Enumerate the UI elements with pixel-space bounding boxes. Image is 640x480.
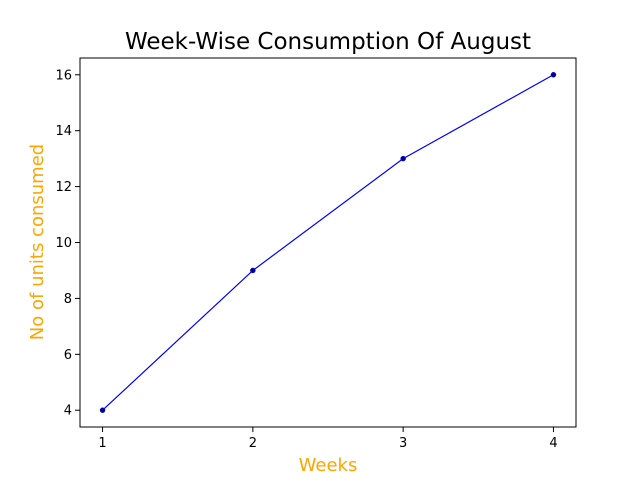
y-tick-label: 6 <box>64 348 72 363</box>
y-tick-label: 12 <box>55 180 72 195</box>
x-tick-label: 2 <box>249 436 257 451</box>
data-point <box>550 72 557 78</box>
x-tick-label: 1 <box>98 436 106 451</box>
y-axis-label: No of units consumed <box>27 144 48 340</box>
x-tick-label: 4 <box>549 436 557 451</box>
x-axis-label: Weeks <box>299 455 358 476</box>
data-point <box>400 155 406 162</box>
data-point <box>250 267 256 274</box>
axes-frame <box>79 57 577 428</box>
data-point <box>99 407 106 413</box>
x-tick-label: 3 <box>399 436 407 451</box>
y-tick-label: 8 <box>64 292 72 307</box>
y-tick-label: 10 <box>55 236 72 251</box>
y-axis-ticks: 4 6 8 10 12 14 16 <box>55 68 80 419</box>
y-tick-label: 16 <box>55 68 72 83</box>
series-line <box>102 74 554 411</box>
chart-title: Week-Wise Consumption Of August <box>125 29 531 55</box>
series-layer <box>99 72 557 413</box>
y-tick-label: 14 <box>55 124 72 139</box>
x-axis-ticks: 1 2 3 4 <box>98 427 558 451</box>
y-tick-label: 4 <box>64 404 72 419</box>
